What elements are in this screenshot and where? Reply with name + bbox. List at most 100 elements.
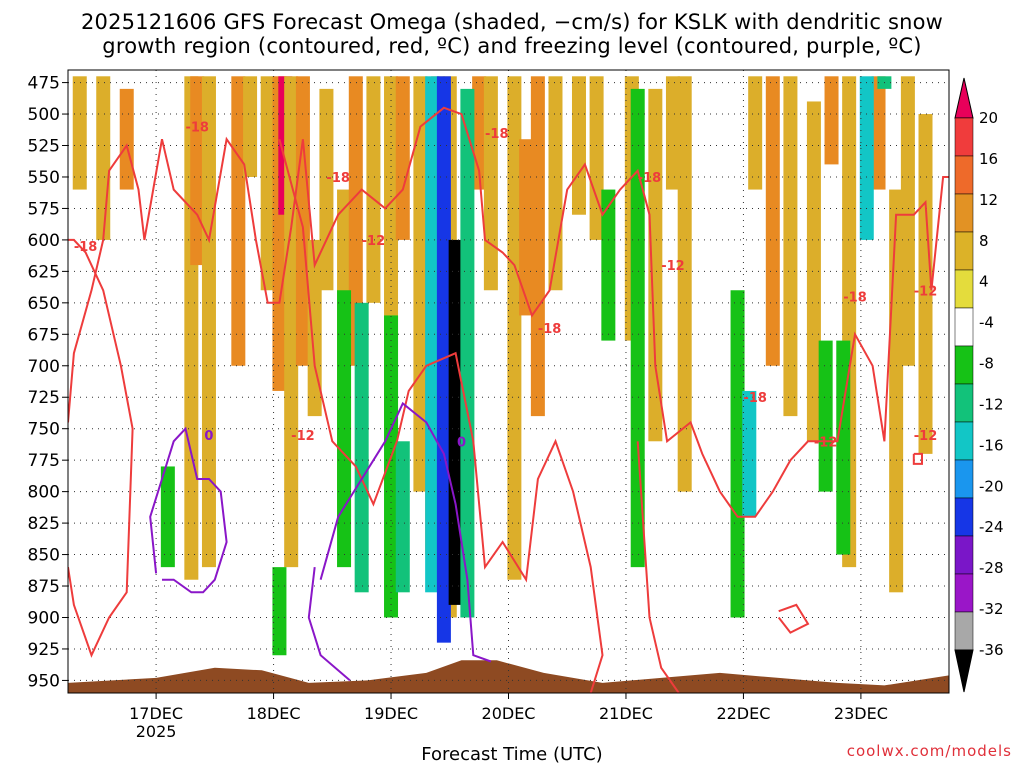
omega-cell bbox=[366, 76, 381, 303]
colorbar-label: -28 bbox=[979, 559, 1004, 577]
omega-cell bbox=[665, 76, 680, 190]
colorbar-label: -24 bbox=[979, 518, 1004, 536]
omega-cell bbox=[530, 76, 545, 417]
contour-dendritic bbox=[777, 603, 810, 634]
y-tick-label: 600 bbox=[28, 231, 60, 251]
omega-cell bbox=[677, 76, 692, 492]
omega-cell bbox=[818, 340, 833, 492]
colorbar-segment bbox=[954, 421, 974, 461]
y-tick-label: 925 bbox=[28, 640, 60, 660]
colorbar-segment bbox=[954, 307, 974, 347]
omega-cell bbox=[648, 88, 663, 442]
x-tick-label: 18DEC bbox=[247, 704, 301, 723]
omega-cell bbox=[519, 139, 534, 316]
colorbar-label: -12 bbox=[979, 395, 1004, 413]
contour-label-dendritic: -18 bbox=[485, 127, 509, 142]
colorbar-label: 4 bbox=[979, 273, 989, 291]
contour-freezing bbox=[149, 426, 228, 594]
colorbar-arrow-bottom bbox=[954, 649, 974, 693]
x-tick-label: 23DEC bbox=[834, 704, 888, 723]
colorbar-label: 16 bbox=[979, 150, 998, 168]
omega-cell bbox=[231, 76, 246, 366]
contour-label-dendritic: -12 bbox=[914, 284, 938, 299]
colorbar-segment bbox=[954, 497, 974, 537]
colorbar-arrow-top bbox=[954, 77, 974, 119]
omega-cell bbox=[859, 76, 874, 240]
contour-label-dendritic: -12 bbox=[291, 429, 315, 444]
x-tick-label: 22DEC bbox=[716, 704, 770, 723]
contour-label-dendritic: -18 bbox=[638, 171, 662, 186]
y-tick-label: 625 bbox=[28, 262, 60, 282]
contour-label-dendritic: -12 bbox=[914, 429, 938, 444]
omega-cell bbox=[260, 76, 275, 291]
omega-cell bbox=[96, 76, 111, 240]
contour-dendritic bbox=[636, 441, 680, 693]
colorbar-segment bbox=[954, 383, 974, 423]
y-tick-label: 675 bbox=[28, 325, 60, 345]
omega-cell bbox=[160, 466, 175, 568]
omega-cell bbox=[395, 441, 410, 593]
y-tick-label: 775 bbox=[28, 451, 60, 471]
contour-label-dendritic: -12 bbox=[661, 259, 685, 274]
omega-cell bbox=[243, 76, 258, 177]
omega-cell bbox=[395, 76, 410, 240]
y-tick-label: 875 bbox=[28, 577, 60, 597]
y-tick-label: 650 bbox=[28, 294, 60, 314]
omega-cell bbox=[748, 76, 763, 190]
contour-label-freezing: 0 bbox=[204, 429, 213, 444]
y-tick-label: 700 bbox=[28, 357, 60, 377]
omega-cell bbox=[783, 76, 798, 417]
x-tick-label: 17DEC bbox=[129, 704, 183, 723]
omega-cell bbox=[425, 76, 440, 593]
omega-cell bbox=[119, 88, 134, 190]
colorbar-label: 12 bbox=[979, 191, 998, 209]
colorbar-label: -36 bbox=[979, 641, 1004, 659]
omega-cell bbox=[836, 340, 851, 555]
omega-cell bbox=[436, 76, 451, 643]
colorbar-segment bbox=[954, 459, 974, 499]
y-tick-label: 550 bbox=[28, 168, 60, 188]
omega-cell bbox=[190, 76, 205, 266]
omega-cell bbox=[460, 88, 475, 618]
colorbar-segment bbox=[954, 345, 974, 385]
colorbar-segment bbox=[954, 117, 974, 157]
colorbar-label: 20 bbox=[979, 109, 998, 127]
colorbar-segment bbox=[954, 573, 974, 613]
colorbar-label: -16 bbox=[979, 436, 1004, 454]
omega-cell bbox=[483, 76, 498, 291]
y-tick-label: 575 bbox=[28, 199, 60, 219]
omega-shading bbox=[72, 76, 933, 656]
y-tick-label: 500 bbox=[28, 105, 60, 125]
x-tick-label: 21DEC bbox=[599, 704, 653, 723]
omega-cell bbox=[742, 390, 757, 517]
contour-dendritic bbox=[912, 452, 923, 465]
colorbar-segment bbox=[954, 269, 974, 309]
omega-cell bbox=[601, 189, 616, 341]
omega-cell bbox=[589, 76, 604, 240]
omega-cell bbox=[295, 76, 310, 366]
colorbar-segment bbox=[954, 611, 974, 651]
y-tick-label: 900 bbox=[28, 608, 60, 628]
omega-cell bbox=[72, 76, 87, 190]
colorbar-label: -4 bbox=[979, 314, 994, 332]
omega-cell bbox=[272, 567, 287, 656]
omega-cell bbox=[319, 88, 334, 291]
contour-label-dendritic: -18 bbox=[538, 322, 562, 337]
contour-freezing bbox=[319, 401, 492, 663]
omega-cell bbox=[354, 302, 369, 593]
omega-cell bbox=[824, 76, 839, 165]
y-tick-label: 800 bbox=[28, 483, 60, 503]
colorbar: 20 16 12 8 4 -4 -8 -12 -16 -20 -24 -28 -32 -36 bbox=[954, 77, 1004, 693]
omega-cell bbox=[918, 114, 933, 454]
contour-dendritic bbox=[68, 106, 949, 518]
colorbar-segment bbox=[954, 231, 974, 271]
colorbar-label: -32 bbox=[979, 600, 1004, 618]
colorbar-label: -8 bbox=[979, 355, 994, 373]
omega-cell bbox=[630, 88, 645, 568]
contour-label-dendritic: -12 bbox=[362, 234, 386, 249]
omega-cell bbox=[765, 76, 780, 366]
omega-cell bbox=[307, 239, 322, 417]
omega-cell bbox=[730, 290, 745, 618]
y-tick-label: 950 bbox=[28, 671, 60, 691]
chart-title-line-2: growth region (contoured, red, ºC) and f… bbox=[102, 34, 922, 58]
